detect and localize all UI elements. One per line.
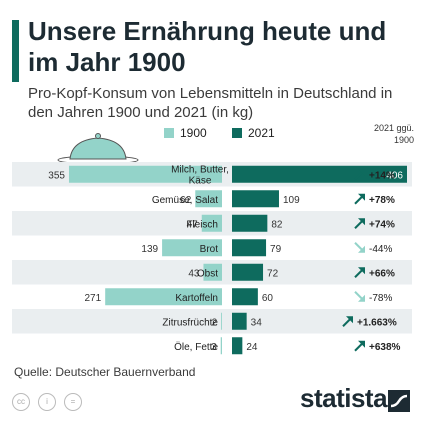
statista-wave-icon [390,394,408,408]
legend-item-2021: 2021 [232,126,275,140]
value-label-2021: 109 [283,195,300,206]
value-label-1900: 139 [141,244,158,255]
category-label: Gemüse, Salat [152,195,218,206]
arrow-up-head [358,267,365,275]
category-label: Obst [197,268,218,279]
arrow-down-head [358,245,365,253]
value-label-1900: 355 [48,170,65,181]
bar-1900 [220,337,222,355]
bar-1900 [105,288,222,306]
category-label: Kartoffeln [175,293,218,304]
legend-swatch-2021 [232,128,242,138]
category-label: Käse [189,175,212,186]
category-label: Brot [200,244,219,255]
value-label-2021: 24 [246,342,258,353]
value-label-2021: 60 [262,293,274,304]
value-label-1900: 271 [85,293,102,304]
change-label: -44% [369,244,392,255]
arrow-up-head [346,316,353,324]
source-note: Quelle: Deutscher Bauernverband [14,365,196,379]
category-label: Zitrusfrüchte [162,317,218,328]
statista-logo-text: statista [300,383,388,413]
value-label-2021: 72 [267,268,279,279]
title-accent-bar [12,20,19,82]
value-label-2021: 406 [386,170,403,181]
bar-1900 [221,312,222,330]
bar-2021 [232,190,279,208]
legend-swatch-1900 [164,128,174,138]
bar-1900 [203,263,222,281]
change-label: +1.663% [357,317,397,328]
legend-item-1900: 1900 [164,126,207,140]
arrow-up-head [358,169,365,177]
change-label: +14% [369,170,395,181]
bar-1900 [68,165,222,183]
value-label-1900: 43 [188,268,200,279]
arrow-up-head [358,218,365,226]
bar-1900 [162,239,222,257]
bar-2021 [232,312,247,330]
change-column-header: 2021 ggü. 1900 [373,123,414,145]
category-label: Fleisch [186,219,218,230]
statista-logo-mark [388,390,410,412]
row-band [12,309,412,334]
value-label-2021: 79 [270,244,282,255]
arrow-up-head [358,340,365,348]
bar-2021 [232,239,267,257]
value-label-2021: 82 [271,219,283,230]
legend-label-2021: 2021 [248,126,275,140]
value-label-2021: 34 [251,317,263,328]
bar-2021 [232,263,264,281]
arrow-up-head [358,193,365,201]
value-label-1900: 3 [211,342,217,353]
change-label: +638% [369,342,401,353]
bar-2021 [232,214,268,232]
equal-icon: = [64,393,82,411]
change-label: +66% [369,268,395,279]
attribution-icon: i [38,393,56,411]
change-label: +78% [369,195,395,206]
legend-label-1900: 1900 [180,126,207,140]
creative-commons-icon: cc [12,393,30,411]
change-label: -78% [369,293,392,304]
bar-2021 [232,288,258,306]
category-label: Öle, Fette [174,341,218,353]
category-label: Milch, Butter, [171,164,229,175]
chart-subtitle: Pro-Kopf-Konsum von Lebensmitteln in Deu… [28,85,393,121]
value-label-1900: 62 [180,195,192,206]
value-label-1900: 2 [212,317,218,328]
change-label: +74% [369,219,395,230]
chart-title: Unsere Ernährung heute und im Jahr 1900 [28,16,387,77]
arrow-down-head [358,294,365,302]
bar-1900 [195,190,222,208]
bar-2021 [232,337,243,355]
value-label-1900: 47 [187,219,199,230]
plate-illustration [57,133,139,165]
bar-1900 [201,214,222,232]
